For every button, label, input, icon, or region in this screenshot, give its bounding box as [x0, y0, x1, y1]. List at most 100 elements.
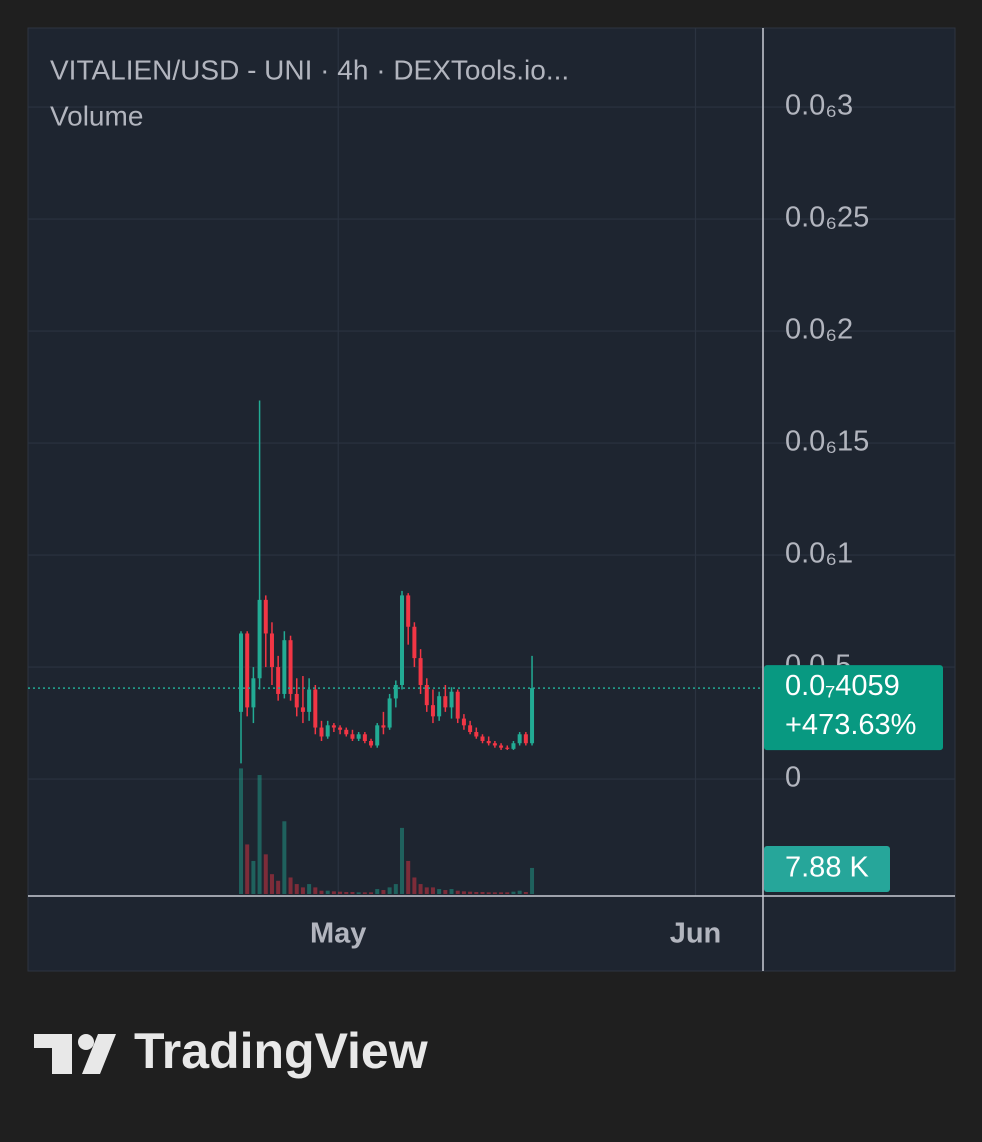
candle-body: [257, 599, 262, 679]
volume-bar: [468, 891, 473, 894]
logo-part: [82, 1034, 116, 1074]
volume-bar: [443, 890, 448, 894]
volume-bar: [418, 884, 423, 894]
x-tick-label: May: [310, 918, 366, 950]
volume-bar: [486, 892, 491, 894]
volume-bar: [517, 890, 522, 894]
volume-bar: [319, 890, 324, 894]
candle-body: [245, 633, 250, 708]
volume-bar: [393, 884, 398, 894]
volume-bar: [307, 884, 312, 894]
candle-body: [480, 736, 485, 741]
candle-body: [468, 725, 473, 733]
volume-bar: [437, 889, 442, 894]
candle-body: [412, 626, 417, 659]
volume-bar: [369, 892, 374, 894]
volume-bar: [523, 892, 528, 894]
candle-body: [437, 696, 442, 717]
y-tick-label: 0.0₆1: [785, 538, 853, 570]
volume-bar: [313, 887, 318, 894]
volume-bar: [505, 892, 510, 894]
candle-body: [511, 743, 516, 749]
candle-body: [375, 725, 380, 746]
candle-body: [393, 684, 398, 699]
chart-title: VITALIEN/USD - UNI · 4h · DEXTools.io...: [50, 54, 569, 85]
volume-bar: [449, 889, 454, 894]
volume-bar: [424, 887, 429, 894]
candle-body: [350, 734, 355, 739]
candle-body: [530, 688, 535, 744]
candle-body: [307, 689, 312, 712]
volume-bar: [356, 892, 361, 894]
candle-body: [282, 640, 287, 694]
candle-body: [269, 633, 274, 668]
last-price-box: [764, 665, 943, 751]
candle-body: [239, 633, 244, 712]
candle-body: [387, 698, 392, 728]
candle-body: [276, 667, 281, 694]
y-tick-label: 0.0₆2: [785, 314, 853, 346]
labels: 00.0₇50.0₆10.0₆150.0₆20.0₆250.0₆3MayJun0…: [310, 90, 943, 950]
volume-bar: [331, 891, 336, 894]
volume-bar: [530, 867, 535, 894]
volume-bar: [269, 874, 274, 894]
candle-body: [523, 734, 528, 744]
y-tick-label: 0: [785, 762, 801, 794]
candle-body: [430, 705, 435, 717]
volume-bar: [245, 844, 250, 894]
candle-body: [424, 684, 429, 706]
volume-bar: [300, 887, 305, 894]
candle-body: [263, 599, 268, 634]
volume-bar: [461, 891, 466, 894]
candle-body: [449, 691, 454, 708]
volume-bar: [282, 821, 287, 894]
candle-body: [300, 707, 305, 712]
candle-body: [474, 732, 479, 737]
volume-bar: [430, 887, 435, 894]
last-volume-box: [764, 846, 890, 892]
logo-part: [52, 1034, 72, 1074]
change-label: +473.63%: [785, 709, 916, 741]
volume-bar: [276, 880, 281, 894]
volume-bar: [455, 890, 460, 894]
candle-body: [344, 729, 349, 735]
candle-body: [499, 745, 504, 748]
candle-body: [505, 747, 510, 749]
marks: [28, 400, 763, 894]
candle-body: [338, 727, 343, 730]
volume-bar: [406, 860, 411, 894]
volume-bar: [387, 887, 392, 894]
volume-bar: [499, 892, 504, 894]
last-volume-label: 7.88 K: [785, 852, 869, 884]
candle-body: [443, 696, 448, 708]
candle-body: [313, 689, 318, 728]
volume-title: Volume: [50, 100, 143, 131]
candle-body: [455, 691, 460, 719]
candle-body: [492, 743, 497, 746]
volume-bar: [263, 854, 268, 894]
volume-bar: [350, 892, 355, 894]
volume-bar: [511, 891, 516, 894]
candle-body: [294, 693, 299, 708]
candle-body: [517, 734, 522, 744]
volume-bar: [239, 768, 244, 894]
volume-bar: [412, 877, 417, 894]
candle-body: [406, 595, 411, 627]
candle-body: [288, 640, 293, 694]
grid: [28, 28, 955, 896]
candle-body: [251, 678, 256, 708]
volume-bar: [492, 892, 497, 894]
volume-bar: [480, 892, 485, 894]
candle-body: [418, 658, 423, 685]
volume-bar: [251, 860, 256, 894]
y-tick-label: 0.0₆3: [785, 90, 853, 122]
chart-panel: [27, 27, 956, 972]
volume-bar: [338, 891, 343, 894]
y-tick-label: 0.0₆25: [785, 202, 869, 234]
x-tick-label: Jun: [670, 918, 722, 950]
volume-bar: [325, 890, 330, 894]
volume-bar: [400, 827, 405, 894]
volume-bar: [362, 892, 367, 894]
